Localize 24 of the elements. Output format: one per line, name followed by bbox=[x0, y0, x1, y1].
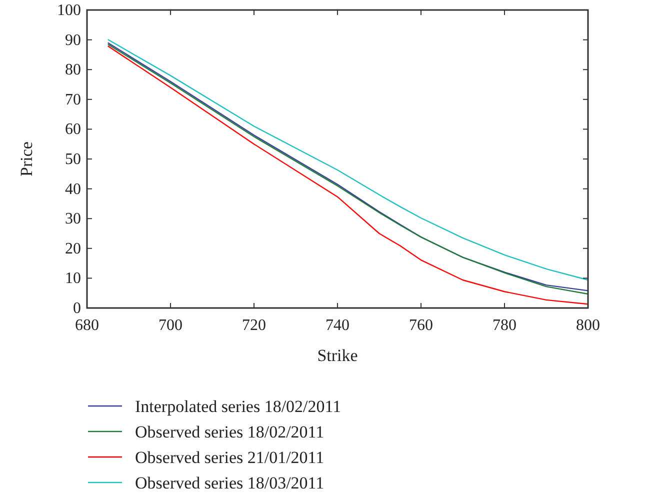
y-tick-label: 0 bbox=[73, 300, 81, 317]
y-tick-label: 10 bbox=[65, 270, 81, 288]
x-tick-label: 680 bbox=[75, 317, 99, 334]
legend-label: Interpolated series 18/02/2011 bbox=[135, 397, 342, 416]
y-tick-label: 40 bbox=[65, 180, 81, 198]
y-tick-label: 70 bbox=[65, 91, 81, 108]
y-tick-label: 60 bbox=[65, 121, 81, 138]
legend-label: Observed series 18/02/2011 bbox=[135, 422, 324, 442]
y-tick-label: 30 bbox=[65, 210, 81, 228]
legend-label: Observed series 21/01/2011 bbox=[135, 448, 324, 467]
y-tick-label: 80 bbox=[65, 62, 81, 79]
x-tick-label: 800 bbox=[576, 317, 600, 334]
y-tick-label: 50 bbox=[65, 151, 81, 168]
y-axis-title: Price bbox=[17, 142, 36, 176]
x-tick-label: 780 bbox=[492, 317, 516, 334]
x-axis-title: Strike bbox=[317, 346, 358, 365]
x-tick-label: 720 bbox=[242, 317, 266, 334]
y-tick-label: 20 bbox=[65, 240, 81, 258]
legend-label: Observed series 18/03/2011 bbox=[135, 474, 324, 492]
x-tick-label: 700 bbox=[158, 317, 182, 334]
y-tick-label: 90 bbox=[65, 32, 81, 49]
y-tick-label: 100 bbox=[57, 2, 81, 19]
x-tick-label: 760 bbox=[409, 317, 433, 334]
x-tick-label: 740 bbox=[326, 317, 350, 334]
